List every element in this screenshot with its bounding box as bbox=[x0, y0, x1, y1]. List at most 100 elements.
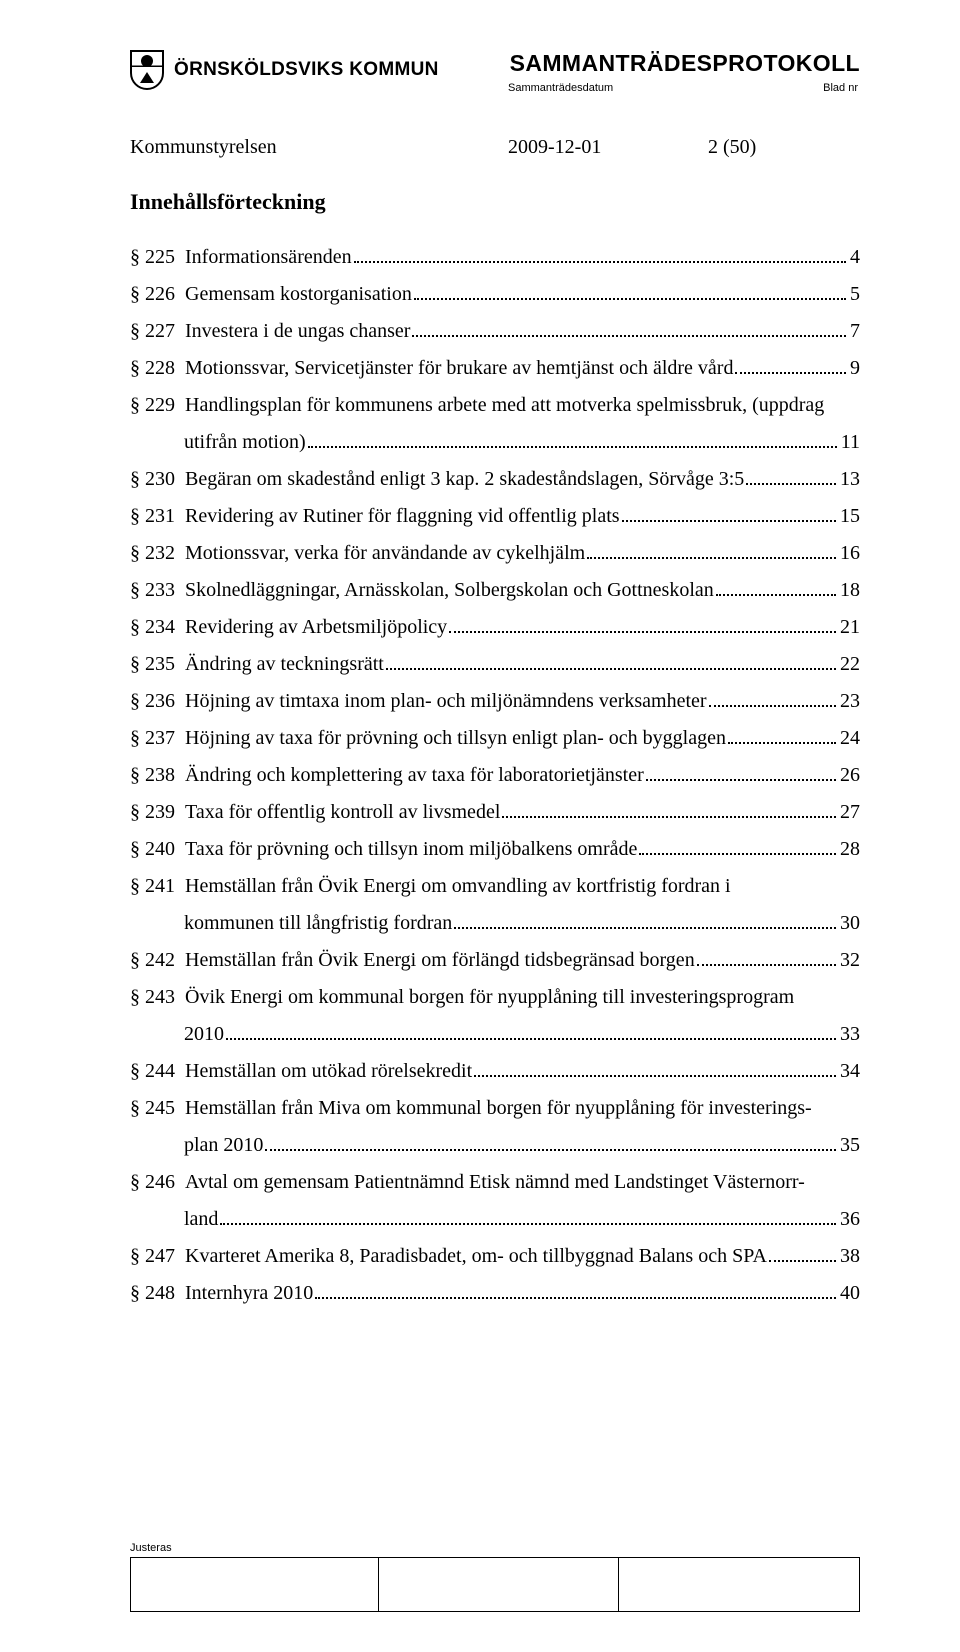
toc-leader bbox=[735, 372, 846, 374]
toc-item-page: 16 bbox=[840, 535, 860, 572]
toc-item-label: § 238 Ändring och komplettering av taxa … bbox=[130, 757, 644, 794]
toc-leader bbox=[639, 853, 836, 855]
toc-entry: § 248 Internhyra 2010 40 bbox=[130, 1275, 860, 1312]
toc-entry: § 240 Taxa för prövning och tillsyn inom… bbox=[130, 831, 860, 868]
toc-entry: § 246 Avtal om gemensam Patientnämnd Eti… bbox=[130, 1164, 860, 1201]
table-of-contents: § 225 Informationsärenden4§ 226 Gemensam… bbox=[130, 239, 860, 1312]
toc-item-page: 7 bbox=[850, 313, 860, 350]
toc-entry: § 237 Höjning av taxa för prövning och t… bbox=[130, 720, 860, 757]
page-of: 2 (50) bbox=[708, 136, 756, 159]
page-number-label: Blad nr bbox=[823, 82, 858, 94]
toc-item-page: 26 bbox=[840, 757, 860, 794]
toc-entry: § 232 Motionssvar, verka för användande … bbox=[130, 535, 860, 572]
toc-entry-continuation: kommunen till långfristig fordran30 bbox=[130, 905, 860, 942]
meeting-date-label: Sammanträdesdatum bbox=[508, 82, 613, 94]
toc-entry: § 245 Hemställan från Miva om kommunal b… bbox=[130, 1090, 860, 1127]
toc-item-page: 18 bbox=[840, 572, 860, 609]
toc-item-label: § 229 Handlingsplan för kommunens arbete… bbox=[130, 387, 824, 424]
toc-item-label: § 245 Hemställan från Miva om kommunal b… bbox=[130, 1090, 812, 1127]
toc-leader bbox=[502, 816, 836, 818]
toc-item-label: § 244 Hemställan om utökad rörelsekredit bbox=[130, 1053, 472, 1090]
toc-leader bbox=[474, 1075, 836, 1077]
toc-entry: § 241 Hemställan från Övik Energi om omv… bbox=[130, 868, 860, 905]
toc-entry: § 247 Kvarteret Amerika 8, Paradisbadet,… bbox=[130, 1238, 860, 1275]
toc-entry-continuation: utifrån motion) 11 bbox=[130, 424, 860, 461]
toc-item-page: 24 bbox=[840, 720, 860, 757]
toc-leader bbox=[226, 1038, 836, 1040]
document-title: SAMMANTRÄDESPROTOKOLL bbox=[510, 50, 860, 77]
signature-cell bbox=[378, 1558, 619, 1612]
toc-leader bbox=[386, 668, 836, 670]
toc-item-label: § 230 Begäran om skadestånd enligt 3 kap… bbox=[130, 461, 744, 498]
toc-entry: § 226 Gemensam kostorganisation 5 bbox=[130, 276, 860, 313]
toc-item-page: 32 bbox=[840, 942, 860, 979]
toc-item-label: § 227 Investera i de ungas chanser bbox=[130, 313, 410, 350]
toc-item-label: § 228 Motionssvar, Servicetjänster för b… bbox=[130, 350, 733, 387]
toc-item-page: 33 bbox=[840, 1016, 860, 1053]
toc-leader bbox=[449, 631, 836, 633]
toc-entry: § 233 Skolnedläggningar, Arnässkolan, So… bbox=[130, 572, 860, 609]
toc-item-label: § 225 Informationsärenden bbox=[130, 239, 352, 276]
toc-item-page: 5 bbox=[850, 276, 860, 313]
toc-entry: § 243 Övik Energi om kommunal borgen för… bbox=[130, 979, 860, 1016]
toc-leader bbox=[414, 298, 846, 300]
toc-entry: § 238 Ändring och komplettering av taxa … bbox=[130, 757, 860, 794]
toc-leader bbox=[709, 705, 836, 707]
toc-item-page: 40 bbox=[840, 1275, 860, 1312]
toc-entry: § 236 Höjning av timtaxa inom plan- och … bbox=[130, 683, 860, 720]
toc-leader bbox=[265, 1149, 836, 1151]
toc-entry: § 244 Hemställan om utökad rörelsekredit… bbox=[130, 1053, 860, 1090]
toc-item-label: § 241 Hemställan från Övik Energi om omv… bbox=[130, 868, 731, 905]
toc-item-label: § 237 Höjning av taxa för prövning och t… bbox=[130, 720, 726, 757]
toc-item-label: § 235 Ändring av teckningsrätt bbox=[130, 646, 384, 683]
toc-item-label: § 232 Motionssvar, verka för användande … bbox=[130, 535, 585, 572]
toc-entry: § 227 Investera i de ungas chanser 7 bbox=[130, 313, 860, 350]
toc-entry-continuation: plan 2010 35 bbox=[130, 1127, 860, 1164]
toc-item-continuation: plan 2010 bbox=[184, 1127, 263, 1164]
toc-item-page: 15 bbox=[840, 498, 860, 535]
toc-item-label: § 231 Revidering av Rutiner för flaggnin… bbox=[130, 498, 620, 535]
toc-heading: Innehållsförteckning bbox=[130, 189, 860, 215]
toc-item-page: 30 bbox=[840, 905, 860, 942]
board-name: Kommunstyrelsen bbox=[130, 136, 508, 159]
toc-item-page: 21 bbox=[840, 609, 860, 646]
signature-table bbox=[130, 1557, 860, 1612]
toc-item-continuation: 2010 bbox=[184, 1016, 224, 1053]
toc-item-page: 22 bbox=[840, 646, 860, 683]
meta-row: Kommunstyrelsen 2009-12-01 2 (50) bbox=[130, 136, 860, 159]
toc-entry: § 228 Motionssvar, Servicetjänster för b… bbox=[130, 350, 860, 387]
toc-item-page: 34 bbox=[840, 1053, 860, 1090]
toc-item-label: § 243 Övik Energi om kommunal borgen för… bbox=[130, 979, 794, 1016]
toc-leader bbox=[622, 520, 836, 522]
toc-entry-continuation: 2010 33 bbox=[130, 1016, 860, 1053]
toc-item-page: 36 bbox=[840, 1201, 860, 1238]
toc-entry: § 235 Ändring av teckningsrätt 22 bbox=[130, 646, 860, 683]
toc-leader bbox=[716, 594, 836, 596]
toc-leader bbox=[746, 483, 836, 485]
signature-cell bbox=[131, 1558, 379, 1612]
toc-item-page: 35 bbox=[840, 1127, 860, 1164]
toc-item-continuation: land bbox=[184, 1201, 218, 1238]
toc-leader bbox=[354, 261, 846, 263]
toc-leader bbox=[697, 964, 836, 966]
municipality-name: ÖRNSKÖLDSVIKS KOMMUN bbox=[174, 59, 439, 81]
toc-item-label: § 233 Skolnedläggningar, Arnässkolan, So… bbox=[130, 572, 714, 609]
toc-leader bbox=[315, 1297, 836, 1299]
toc-item-page: 27 bbox=[840, 794, 860, 831]
toc-item-page: 11 bbox=[841, 424, 860, 461]
table-row bbox=[131, 1558, 860, 1612]
toc-entry: § 229 Handlingsplan för kommunens arbete… bbox=[130, 387, 860, 424]
toc-leader bbox=[412, 335, 846, 337]
toc-item-label: § 226 Gemensam kostorganisation bbox=[130, 276, 412, 313]
toc-item-page: 4 bbox=[850, 239, 860, 276]
toc-entry: § 234 Revidering av Arbetsmiljöpolicy 21 bbox=[130, 609, 860, 646]
toc-item-label: § 240 Taxa för prövning och tillsyn inom… bbox=[130, 831, 637, 868]
toc-item-continuation: utifrån motion) bbox=[184, 424, 306, 461]
toc-item-label: § 242 Hemställan från Övik Energi om för… bbox=[130, 942, 695, 979]
toc-leader bbox=[308, 446, 837, 448]
toc-item-label: § 248 Internhyra 2010 bbox=[130, 1275, 313, 1312]
toc-leader bbox=[646, 779, 836, 781]
toc-item-page: 9 bbox=[850, 350, 860, 387]
footer: Justeras bbox=[130, 1542, 860, 1612]
toc-item-label: § 234 Revidering av Arbetsmiljöpolicy bbox=[130, 609, 447, 646]
